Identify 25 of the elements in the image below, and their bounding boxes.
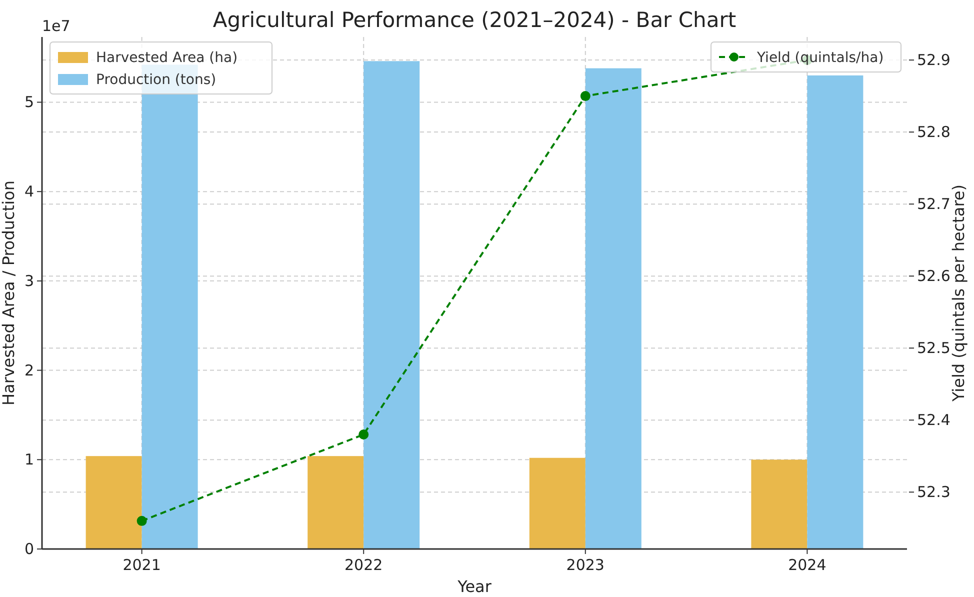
y-tick-label: 0 (24, 540, 34, 558)
x-tick-label: 2024 (788, 556, 826, 574)
y2-tick-label: 52.3 (917, 483, 950, 502)
text: 1e7 (42, 17, 70, 35)
x-tick-label: 2022 (344, 556, 383, 574)
y2-tick-label: 52.5 (917, 339, 950, 358)
y2-tick-label: 52.7 (917, 195, 950, 214)
y2-tick-label: 52.4 (917, 411, 950, 430)
y2-tick-label: 52.6 (917, 267, 950, 286)
y-tick-label: 1 (24, 450, 34, 469)
y-axis-title: Harvested Area / Production (0, 180, 18, 406)
y-tick-label: 2 (24, 361, 34, 380)
x-tick-label: 2021 (122, 556, 161, 574)
x-axis-title: Year (456, 577, 492, 596)
y2-tick-label: 52.8 (917, 123, 950, 142)
legend-label: Production (tons) (96, 72, 216, 88)
y2-axis-title: Yield (quintals per hectare) (949, 184, 968, 403)
chart-title: Agricultural Performance (2021–2024) - Bar Chart (212, 8, 736, 32)
y-tick-label: 4 (24, 182, 34, 201)
legend-label: Harvested Area (ha) (96, 50, 238, 66)
y-tick-label: 3 (24, 272, 34, 290)
y2-tick-label: 52.9 (917, 51, 950, 70)
x-tick-label: 2023 (566, 556, 604, 574)
legend-label: Yield (quintals/ha) (756, 50, 884, 66)
y-tick-label: 5 (24, 93, 34, 112)
